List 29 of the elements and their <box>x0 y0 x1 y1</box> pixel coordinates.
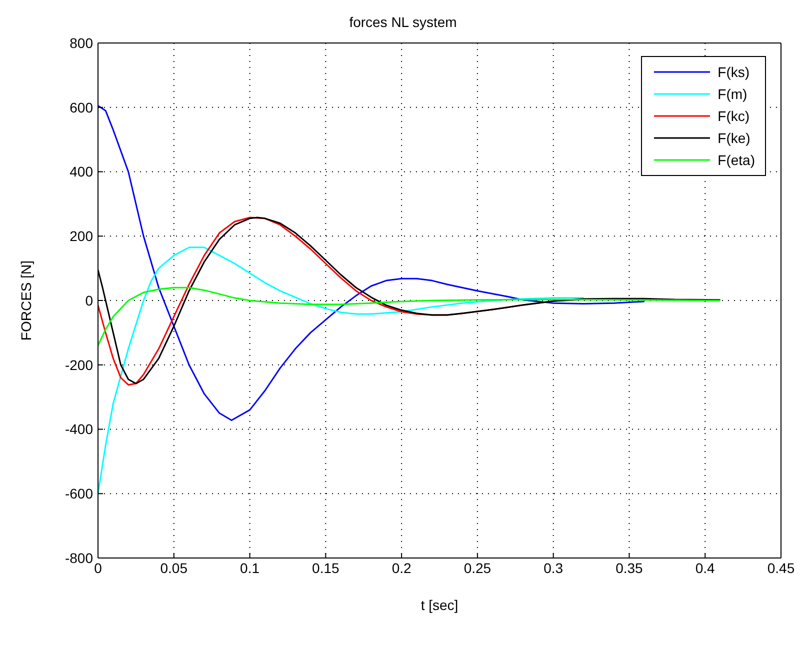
y-tick-label: 400 <box>70 164 94 180</box>
y-tick-label: 0 <box>85 292 94 308</box>
y-axis-title: FORCES [N] <box>18 260 34 341</box>
legend-label: F(ks) <box>718 64 750 80</box>
y-tick-label: -200 <box>64 356 94 373</box>
line-series <box>98 286 722 346</box>
x-tick-label: 0.25 <box>464 560 492 576</box>
legend-label: F(m) <box>718 86 748 102</box>
y-tick-label: 600 <box>70 99 94 116</box>
y-tick-label: -400 <box>64 421 94 438</box>
x-tick-label: 0.4 <box>695 560 716 576</box>
y-tick-label: -800 <box>64 550 94 566</box>
line-series <box>98 246 584 494</box>
legend-label: F(kc) <box>718 108 750 124</box>
x-tick-label: 0.2 <box>392 560 412 576</box>
chart-title: forces NL system <box>348 14 458 30</box>
x-tick-label: 0.05 <box>160 560 188 576</box>
x-tick-label: 0.3 <box>544 560 564 576</box>
y-tick-label: -600 <box>64 486 94 502</box>
x-tick-label: 0.35 <box>616 560 644 576</box>
x-tick-label: 0.45 <box>767 560 795 576</box>
x-tick-label: 0.15 <box>312 560 340 576</box>
line-series <box>98 105 646 421</box>
x-tick-label: 0.1 <box>240 560 260 576</box>
legend-label: F(eta) <box>718 152 755 168</box>
y-tick-label: 800 <box>70 34 94 51</box>
x-axis-title: t [sec] <box>420 597 458 613</box>
y-tick-label: 200 <box>70 228 94 244</box>
legend-label: F(ke) <box>718 130 750 146</box>
